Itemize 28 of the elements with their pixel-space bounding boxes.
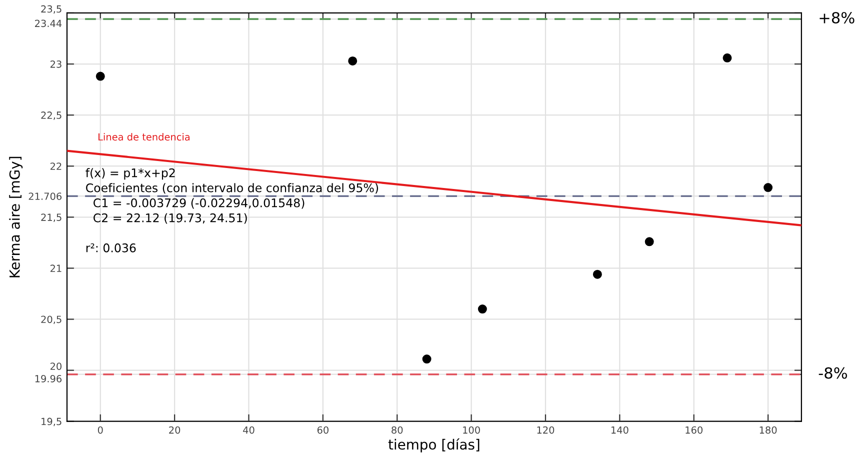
y-tick-label: 21 (50, 264, 62, 272)
y-axis-title: Kerma aire [mGy] (9, 156, 23, 278)
x-tick-label: 120 (537, 426, 554, 434)
x-tick-label: 0 (98, 426, 103, 434)
y-tick-label: 23 (50, 60, 62, 68)
x-tick-label: 180 (760, 426, 777, 434)
x-tick-label: 40 (243, 426, 254, 434)
y-tick-label: 20,5 (41, 316, 62, 324)
text: -8% (818, 367, 848, 379)
y-tick-label: 21,5 (41, 214, 62, 222)
x-axis-title: tiempo [días] (388, 438, 480, 452)
y-tick-label: 22,5 (41, 112, 62, 120)
y-tick-label: 22 (50, 162, 62, 170)
y-tick-label: 23,5 (41, 5, 62, 14)
x-tick-label: 160 (686, 426, 703, 434)
text: +8% (820, 12, 854, 24)
x-tick-label: 20 (169, 426, 180, 434)
x-tick-label: 80 (392, 426, 403, 434)
y-tick-label: 19.96 (35, 375, 62, 382)
y-tick-label: 23.44 (35, 20, 62, 28)
x-tick-label: 140 (611, 426, 628, 434)
y-tick-label: 21.706 (28, 192, 62, 200)
text: f(x) = p1*x+p2 Coeficientes (con intervalo de confianza del 95%) C1 = -0.003729 (-0.02294,0.01548) C2 = 22.12 (19.73, 24.51) r²: 0.036 (86, 168, 378, 252)
x-tick-label: 60 (317, 426, 328, 434)
x-tick-label: 100 (463, 426, 480, 434)
y-tick-label: 20 (50, 362, 62, 370)
y-tick-label: 19,5 (42, 418, 62, 426)
series-label: Linea de tendencia (98, 133, 190, 141)
